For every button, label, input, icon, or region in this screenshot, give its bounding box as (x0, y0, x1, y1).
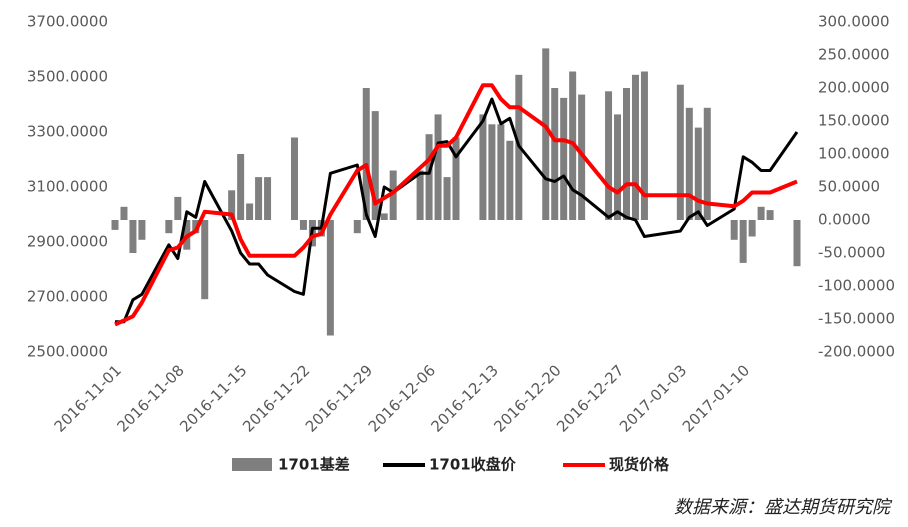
y-tick-label: 3500.0000 (27, 68, 108, 86)
bar (138, 220, 146, 240)
y2-tick-label: -100.0000 (818, 277, 895, 295)
bar (264, 177, 272, 220)
y2-tick-label: 300.0000 (818, 13, 890, 31)
bar (165, 220, 173, 234)
bar (246, 203, 254, 220)
y2-tick-label: 100.0000 (818, 145, 890, 163)
y-tick-label: 2700.0000 (27, 288, 108, 306)
bar (793, 220, 801, 267)
bar (425, 134, 433, 220)
legend-label: 1701基差 (278, 456, 350, 474)
line (114, 83, 798, 327)
bar (416, 170, 424, 220)
source-note: 数据来源：盛达期货研究院 (674, 497, 893, 518)
bar (174, 196, 182, 220)
bar (362, 88, 370, 220)
legend-label: 1701收盘价 (429, 456, 517, 474)
y2-tick-label: 50.0000 (818, 178, 880, 196)
y-tick-label: 2500.0000 (27, 343, 108, 361)
bar (389, 170, 397, 220)
bar (623, 88, 630, 220)
bar (380, 213, 388, 220)
bar (228, 190, 236, 220)
bar (506, 140, 514, 220)
bar (631, 74, 639, 220)
bar (640, 71, 648, 220)
bar (676, 84, 684, 220)
y2-tick-label: 150.0000 (818, 112, 890, 130)
bar (434, 114, 442, 220)
bar (551, 88, 559, 220)
y2-tick-label: -50.0000 (818, 244, 885, 262)
bar (353, 220, 361, 234)
y-tick-label: 3700.0000 (27, 13, 108, 31)
legend-swatch (232, 458, 272, 471)
bar (757, 206, 765, 220)
bar (614, 114, 622, 220)
bar (497, 124, 505, 220)
bar (560, 97, 568, 220)
bar (237, 154, 245, 220)
bar (694, 127, 702, 220)
y2-tick-label: -150.0000 (818, 310, 895, 328)
bar (605, 91, 613, 220)
y2-tick-label: 200.0000 (818, 79, 890, 97)
bar (542, 48, 550, 221)
y-tick-label: 3100.0000 (27, 178, 108, 196)
bar (290, 137, 298, 220)
legend-label: 现货价格 (609, 456, 670, 474)
bar (255, 177, 263, 220)
bar (748, 220, 756, 237)
bar (685, 107, 693, 220)
bar (578, 94, 586, 220)
bar (111, 220, 119, 230)
y2-tick-label: -200.0000 (818, 343, 895, 361)
line (115, 97, 799, 324)
bar (120, 206, 128, 220)
bar (326, 220, 334, 336)
bar (479, 114, 487, 220)
y-tick-label: 2900.0000 (27, 233, 108, 251)
x-tick-label: 2017-01-10 (679, 361, 753, 435)
y2-tick-label: 0.0000 (818, 211, 871, 229)
bar (371, 111, 379, 220)
bar (488, 124, 496, 220)
bar (703, 107, 711, 220)
bar (766, 210, 774, 220)
bar (201, 220, 209, 300)
bar (299, 220, 307, 230)
bar (129, 220, 137, 253)
bar (452, 137, 460, 220)
bar (739, 220, 747, 263)
y-tick-label: 3300.0000 (27, 123, 108, 141)
bar (443, 177, 451, 220)
bar (730, 220, 738, 240)
y2-tick-label: 250.0000 (818, 46, 890, 64)
